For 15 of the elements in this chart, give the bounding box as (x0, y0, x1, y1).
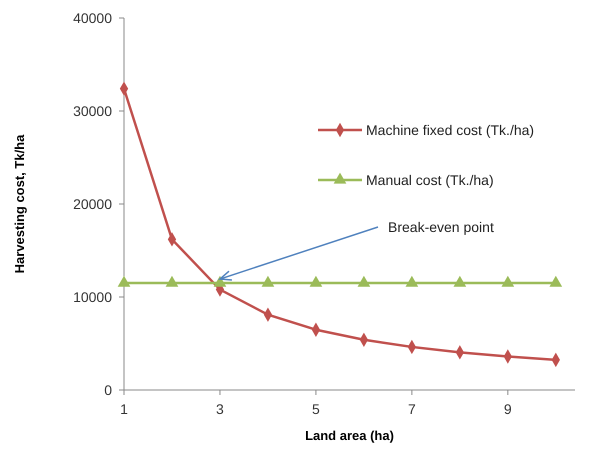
y-tick-label: 30000 (73, 102, 112, 119)
y-tick-label: 40000 (73, 10, 112, 26)
y-tick-label: 10000 (73, 288, 112, 305)
x-tick-label: 9 (504, 401, 512, 417)
y-tick-label: 0 (104, 382, 112, 398)
x-tick-label: 5 (312, 401, 320, 417)
x-axis-title: Land area (ha) (305, 428, 394, 443)
legend-label: Machine fixed cost (Tk./ha) (366, 122, 534, 138)
x-tick-label: 7 (408, 401, 416, 417)
annotation: Break-even point (388, 218, 494, 235)
y-tick-label: 20000 (73, 196, 112, 212)
x-tick-label: 3 (216, 401, 224, 417)
y-axis-title: Harvesting cost, Tk/ha (12, 134, 27, 274)
x-tick-label: 1 (120, 401, 128, 417)
legend-label: Manual cost (Tk./ha) (366, 172, 494, 188)
